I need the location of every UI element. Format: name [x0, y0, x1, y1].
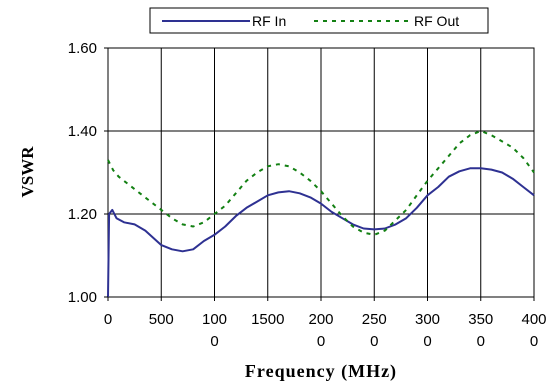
x-tick-label: 0 — [423, 333, 431, 350]
x-tick-label: 400 — [521, 311, 546, 328]
series-line-rf-in — [107, 167, 535, 298]
x-tick-label: 100 — [202, 311, 227, 328]
x-tick-label: 0 — [104, 311, 112, 328]
x-tick-label: 0 — [210, 333, 218, 350]
legend: RF In RF Out — [149, 7, 489, 34]
x-tick-label: 0 — [370, 333, 378, 350]
legend-label-rf-out: RF Out — [414, 13, 459, 29]
legend-label-rf-in: RF In — [252, 13, 286, 29]
x-tick-label: 0 — [530, 333, 538, 350]
series-line-rf-out — [107, 130, 535, 236]
y-tick-label: 1.40 — [68, 123, 97, 140]
y-axis-title: VSWR — [18, 146, 37, 198]
x-tick-label: 250 — [362, 311, 387, 328]
x-tick-label: 0 — [477, 333, 485, 350]
y-tick-label: 1.00 — [68, 289, 97, 306]
x-tick-label: 0 — [317, 333, 325, 350]
x-tick-label: 500 — [149, 311, 174, 328]
x-tick-label: 200 — [308, 311, 333, 328]
series-layer — [107, 130, 535, 298]
x-tick-label: 350 — [468, 311, 493, 328]
x-axis-title: Frequency (MHz) — [245, 361, 397, 382]
y-tick-label: 1.20 — [68, 206, 97, 223]
y-axis-ticks: 1.00 1.20 1.40 1.60 — [68, 40, 108, 306]
y-tick-label: 1.60 — [68, 40, 97, 57]
grid-lines — [108, 48, 534, 297]
x-tick-label: 1500 — [251, 311, 284, 328]
x-tick-label: 300 — [415, 311, 440, 328]
